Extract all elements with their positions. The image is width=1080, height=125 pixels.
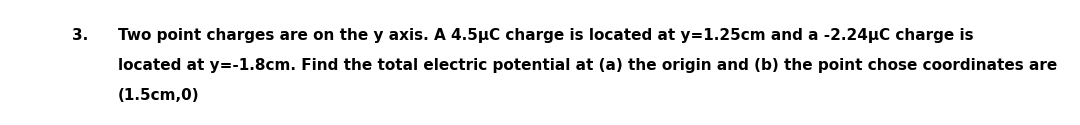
Text: Two point charges are on the y axis. A 4.5μC charge is located at y=1.25cm and a: Two point charges are on the y axis. A 4…	[118, 28, 974, 43]
Text: located at y=-1.8cm. Find the total electric potential at (a) the origin and (b): located at y=-1.8cm. Find the total elec…	[118, 58, 1057, 73]
Text: 3.: 3.	[71, 28, 87, 43]
Text: (1.5cm,0): (1.5cm,0)	[118, 88, 200, 103]
